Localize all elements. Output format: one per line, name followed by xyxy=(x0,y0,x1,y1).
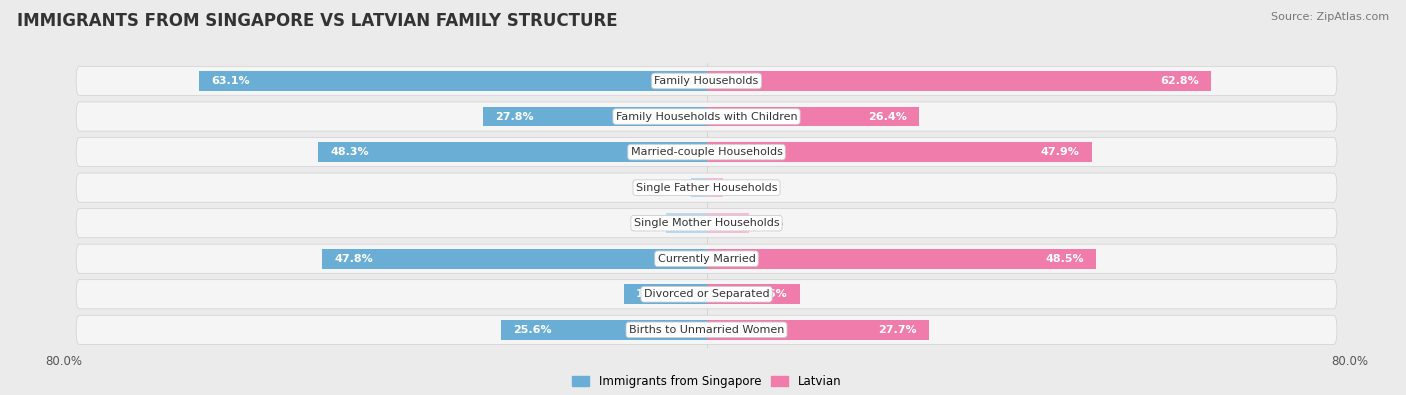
Bar xyxy=(707,320,929,340)
Legend: Immigrants from Singapore, Latvian: Immigrants from Singapore, Latvian xyxy=(567,371,846,393)
Bar xyxy=(318,142,707,162)
Text: Family Households: Family Households xyxy=(654,76,759,86)
Bar xyxy=(707,178,723,198)
Text: Family Households with Children: Family Households with Children xyxy=(616,111,797,122)
Text: 47.9%: 47.9% xyxy=(1040,147,1080,157)
FancyBboxPatch shape xyxy=(76,66,1337,96)
Text: 62.8%: 62.8% xyxy=(1160,76,1199,86)
Text: 25.6%: 25.6% xyxy=(513,325,551,335)
FancyBboxPatch shape xyxy=(76,209,1337,238)
Text: 2.0%: 2.0% xyxy=(730,182,758,193)
Bar xyxy=(484,107,707,126)
Text: 5.3%: 5.3% xyxy=(755,218,783,228)
Text: 11.6%: 11.6% xyxy=(749,289,787,299)
Text: 1.9%: 1.9% xyxy=(657,182,685,193)
Bar xyxy=(707,142,1091,162)
Bar xyxy=(322,249,707,269)
Bar xyxy=(707,284,800,304)
Bar xyxy=(707,107,918,126)
Bar xyxy=(707,249,1097,269)
FancyBboxPatch shape xyxy=(76,244,1337,273)
FancyBboxPatch shape xyxy=(76,315,1337,344)
Text: Single Father Households: Single Father Households xyxy=(636,182,778,193)
Text: Divorced or Separated: Divorced or Separated xyxy=(644,289,769,299)
Text: 5.0%: 5.0% xyxy=(631,218,659,228)
Bar xyxy=(692,178,707,198)
Text: Source: ZipAtlas.com: Source: ZipAtlas.com xyxy=(1271,12,1389,22)
Text: 48.5%: 48.5% xyxy=(1046,254,1084,264)
Text: Births to Unmarried Women: Births to Unmarried Women xyxy=(628,325,785,335)
FancyBboxPatch shape xyxy=(76,280,1337,309)
Text: Single Mother Households: Single Mother Households xyxy=(634,218,779,228)
Bar xyxy=(707,213,749,233)
Bar xyxy=(501,320,707,340)
Text: IMMIGRANTS FROM SINGAPORE VS LATVIAN FAMILY STRUCTURE: IMMIGRANTS FROM SINGAPORE VS LATVIAN FAM… xyxy=(17,12,617,30)
Text: 26.4%: 26.4% xyxy=(868,111,907,122)
Bar xyxy=(624,284,707,304)
Bar xyxy=(200,71,707,91)
Text: 63.1%: 63.1% xyxy=(211,76,250,86)
FancyBboxPatch shape xyxy=(76,173,1337,202)
FancyBboxPatch shape xyxy=(76,137,1337,167)
Text: Currently Married: Currently Married xyxy=(658,254,755,264)
Bar xyxy=(707,71,1212,91)
Text: 10.3%: 10.3% xyxy=(636,289,673,299)
Text: 48.3%: 48.3% xyxy=(330,147,368,157)
Text: 47.8%: 47.8% xyxy=(335,254,373,264)
Text: 27.7%: 27.7% xyxy=(879,325,917,335)
Bar xyxy=(666,213,707,233)
Text: 27.8%: 27.8% xyxy=(495,111,534,122)
Text: Married-couple Households: Married-couple Households xyxy=(630,147,783,157)
FancyBboxPatch shape xyxy=(76,102,1337,131)
